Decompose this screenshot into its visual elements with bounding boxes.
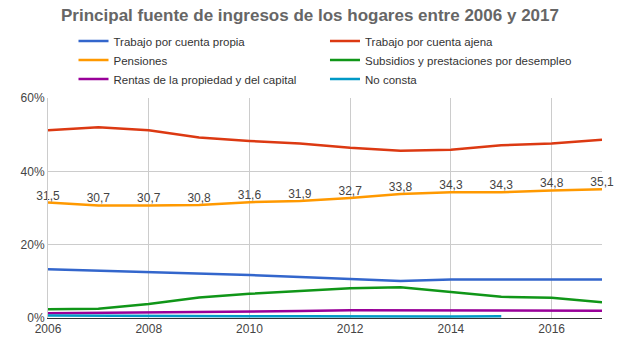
svg-text:2008: 2008 (135, 322, 162, 336)
svg-text:2014: 2014 (438, 322, 465, 336)
svg-text:Trabajo por cuenta ajena: Trabajo por cuenta ajena (365, 36, 493, 48)
svg-text:Trabajo por cuenta propia: Trabajo por cuenta propia (114, 36, 246, 48)
svg-text:2012: 2012 (337, 322, 364, 336)
svg-text:60%: 60% (21, 91, 45, 105)
svg-text:35,1: 35,1 (590, 175, 614, 189)
svg-text:32,7: 32,7 (339, 184, 363, 198)
svg-text:34,3: 34,3 (490, 178, 514, 192)
svg-text:34,8: 34,8 (540, 176, 564, 190)
svg-text:No consta: No consta (365, 74, 417, 86)
svg-text:Principal fuente de ingresos d: Principal fuente de ingresos de los hoga… (61, 6, 559, 25)
svg-text:Rentas de la propiedad y del c: Rentas de la propiedad y del capital (114, 74, 297, 86)
svg-text:33,8: 33,8 (389, 180, 413, 194)
svg-text:31,5: 31,5 (36, 189, 60, 203)
svg-text:2010: 2010 (236, 322, 263, 336)
svg-text:31,9: 31,9 (288, 187, 312, 201)
svg-text:Subsidios y prestaciones por d: Subsidios y prestaciones por desempleo (365, 55, 571, 67)
svg-text:30,7: 30,7 (87, 191, 111, 205)
svg-text:20%: 20% (21, 238, 45, 252)
svg-text:0%: 0% (27, 311, 45, 325)
svg-text:31,6: 31,6 (238, 188, 262, 202)
svg-text:30,8: 30,8 (187, 191, 211, 205)
svg-text:40%: 40% (21, 165, 45, 179)
svg-text:30,7: 30,7 (137, 191, 161, 205)
svg-text:2006: 2006 (35, 322, 62, 336)
svg-text:2016: 2016 (538, 322, 565, 336)
svg-text:34,3: 34,3 (439, 178, 463, 192)
svg-text:Pensiones: Pensiones (114, 55, 168, 67)
